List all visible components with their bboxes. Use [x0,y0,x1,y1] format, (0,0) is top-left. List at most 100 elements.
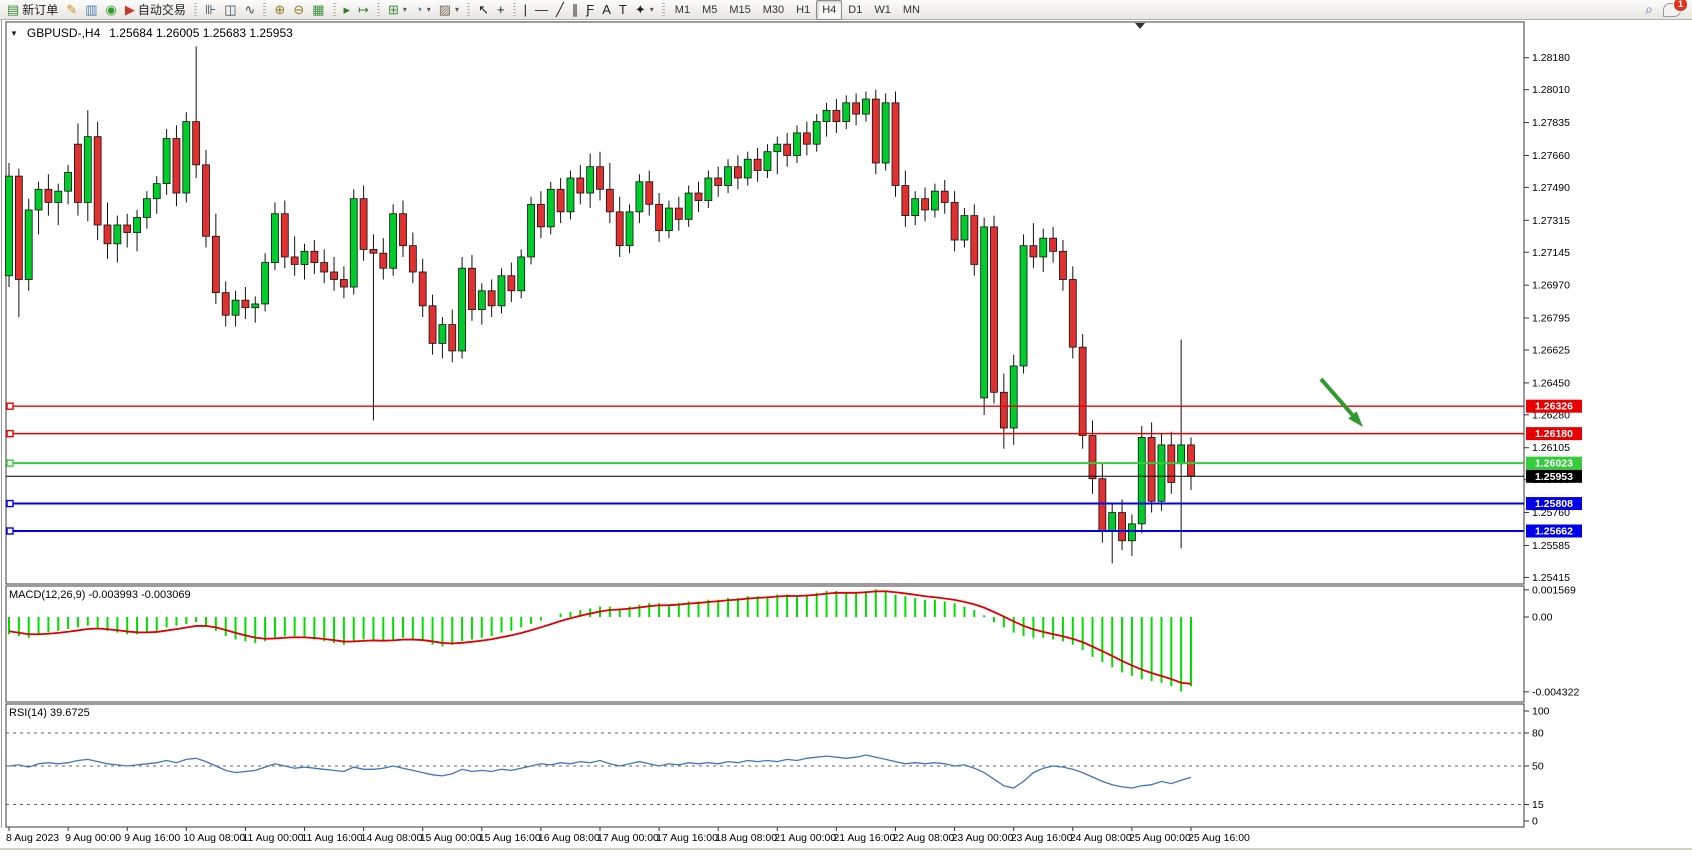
price-axis-tick[interactable]: 1.27490 [1532,182,1570,194]
main-chart-panel[interactable] [5,21,1525,585]
rsi-axis-tick[interactable]: 50 [1532,761,1544,773]
text-button[interactable]: A [598,0,615,20]
styler-button[interactable]: ✎ [62,0,81,20]
time-axis[interactable] [0,828,1692,848]
bar-chart-icon: ⊪ [204,2,217,17]
price-axis-tick[interactable]: 1.28180 [1532,52,1570,64]
price-axis-tick[interactable]: 1.26450 [1532,377,1570,389]
arrows-button-dropdown-icon[interactable]: ▾ [649,5,654,14]
tf-d1-button[interactable]: D1 [842,0,868,20]
text-label-button[interactable]: T [615,0,631,20]
signals-button[interactable]: ◉ [102,0,121,20]
candle-body [74,143,82,203]
macd-axis-tick[interactable]: 0.00 [1532,612,1553,624]
tile-windows-button[interactable]: ▦ [308,0,328,20]
candle-body [389,213,398,269]
arrows-button[interactable]: ✦ ▾ [631,0,658,20]
new-chart-button-dropdown-icon[interactable]: ▾ [402,5,407,14]
equidistant-channel-button[interactable]: ∥ [568,0,583,20]
price-axis-tick[interactable]: 1.28010 [1532,84,1570,96]
candlestick-chart-button[interactable]: ◫ [220,0,240,20]
rsi-axis-tick[interactable]: 80 [1532,728,1544,740]
periods-button[interactable]: ◔ ▾ [411,0,435,20]
hline-handle[interactable] [6,429,14,438]
candle-body [655,203,663,232]
profile-chart-icon: ▥ [85,2,98,17]
hline-handle[interactable] [6,459,14,467]
tf-h1-button[interactable]: H1 [790,0,816,20]
tf-h4-button[interactable]: H4 [816,0,843,20]
macd-axis-tick[interactable]: -0.004322 [1532,686,1579,698]
panel-resize-handle[interactable] [6,584,1524,586]
panel-resize-handle[interactable] [6,702,1524,704]
new-chart-button[interactable]: ⊞ ▾ [384,0,411,20]
cursor-button[interactable]: ↖ [474,0,493,20]
time-axis-label: 17 Aug 16:00 [656,832,718,844]
line-chart-button[interactable]: ∿ [241,0,260,20]
tf-mn-button[interactable]: MN [897,0,926,20]
zoom-out-button[interactable]: ⊖ [289,0,308,20]
price-axis-tick[interactable]: 1.27145 [1532,247,1570,259]
hline-handle[interactable] [6,527,14,535]
chart-shift-button[interactable]: ↦ [354,0,373,20]
candle-body [793,132,801,156]
bar-chart-button[interactable]: ⊪ [201,0,220,20]
time-axis-label: 15 Aug 00:00 [420,832,482,844]
candle-body [44,188,53,203]
chart-canvas[interactable]: 1.28180 1.28010 1.27835 1.27660 1.27490 1.273… [0,20,1692,850]
macd-axis-tick[interactable]: 0.001569 [1532,584,1576,596]
tf-m30-button[interactable]: M30 [757,0,790,20]
candles-layer [5,46,1195,564]
toolbar-right: ⌕ 1 [1645,0,1689,18]
horizontal-line-button[interactable]: — [531,0,552,20]
candle-body [704,177,713,201]
price-axis-tick[interactable]: 1.26795 [1532,313,1570,325]
tf-m5-button[interactable]: M5 [696,0,723,20]
candle-body [674,207,683,220]
vertical-line-button[interactable]: | [520,0,531,20]
hline-handle[interactable] [6,402,14,410]
price-axis-tick[interactable]: 1.26970 [1532,280,1570,292]
price-axis-tick[interactable]: 1.27660 [1532,150,1570,162]
tf-w1-button[interactable]: W1 [868,0,897,20]
search-icon[interactable]: ⌕ [1645,1,1653,17]
rsi-axis-tick[interactable]: 0 [1532,816,1538,828]
rsi-panel[interactable] [5,703,1525,828]
candle-body [359,198,368,250]
auto-scroll-button[interactable]: ▸ [340,0,355,20]
periods-button-dropdown-icon[interactable]: ▾ [426,5,431,14]
templates-button[interactable]: ▨ ▾ [435,0,463,20]
hline-handle[interactable] [6,499,14,508]
price-axis-tick[interactable]: 1.25585 [1532,540,1570,552]
tf-m1-button[interactable]: M1 [669,0,696,20]
tf-m15-button-label: M15 [729,3,751,16]
new-order-button[interactable]: ▤ 新订单 [3,0,62,20]
zoom-in-button[interactable]: ⊕ [270,0,289,20]
profile-button[interactable]: ▥ [81,0,101,20]
tf-m15-button[interactable]: M15 [723,0,756,20]
price-axis-tick[interactable]: 1.25415 [1532,572,1570,584]
price-axis-tick[interactable]: 1.26105 [1532,442,1570,454]
candle-body [408,245,417,273]
arrows-icon: ✦ [634,2,646,17]
price-axis-tick[interactable]: 1.25760 [1532,507,1570,519]
chat-icon[interactable]: 1 [1663,0,1688,17]
rsi-axis-tick[interactable]: 15 [1532,799,1544,811]
fibonacci-button[interactable]: Ƒ [582,0,598,20]
chart-shift-marker-icon[interactable] [1135,23,1145,29]
arrow-annotation-head[interactable] [1348,411,1363,427]
templates-button-dropdown-icon[interactable]: ▾ [455,5,460,14]
price-axis-tick[interactable]: 1.27835 [1532,117,1570,129]
trendline-button[interactable]: ╱ [552,0,568,20]
auto-trading-button[interactable]: ▶ 自动交易 [121,0,190,20]
arrow-annotation-shaft[interactable] [1319,377,1354,417]
chart-menu-arrow-icon[interactable]: ▼ [10,28,18,38]
rsi-axis-tick[interactable]: 100 [1532,706,1550,718]
crosshair-button[interactable]: + [493,0,509,20]
price-axis-tick[interactable]: 1.26625 [1532,344,1570,356]
candle-body [241,299,250,309]
macd-panel[interactable] [5,585,1525,703]
toolbar-separator [263,2,267,17]
price-axis-tick[interactable]: 1.27315 [1532,215,1570,227]
candle-body [832,109,841,123]
